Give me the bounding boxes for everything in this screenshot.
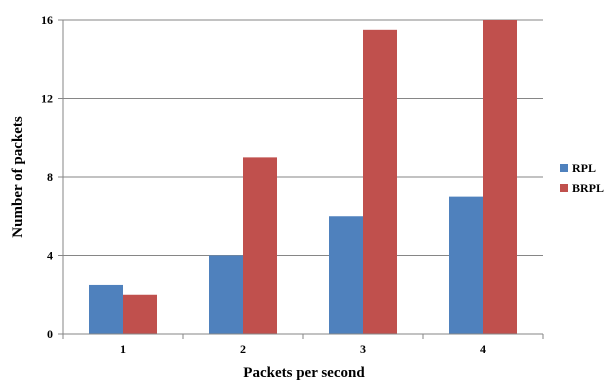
x-tick-label: 2	[240, 342, 246, 356]
bar-brpl-3	[363, 29, 397, 334]
bar-rpl-2	[209, 255, 243, 334]
bar-brpl-2	[243, 157, 277, 334]
y-tick-label: 4	[47, 249, 53, 263]
y-axis-title: Number of packets	[10, 116, 26, 238]
legend-label-rpl: RPL	[572, 161, 596, 175]
y-tick-label: 12	[41, 92, 53, 106]
bar-rpl-1	[89, 284, 123, 334]
x-tick-label: 3	[360, 342, 366, 356]
bars	[89, 20, 517, 334]
bar-brpl-1	[123, 294, 157, 334]
y-tick-label: 0	[47, 327, 53, 341]
legend: RPL BRPL	[560, 161, 604, 195]
y-tick-label: 16	[41, 13, 53, 27]
bar-rpl-4	[449, 196, 483, 334]
axes	[62, 20, 543, 335]
legend-label-brpl: BRPL	[572, 181, 604, 195]
bar-rpl-3	[329, 216, 363, 334]
y-tick-labels: 0 4 8 12 16	[41, 13, 53, 341]
legend-swatch-brpl	[560, 184, 568, 192]
x-tick-label: 4	[480, 342, 486, 356]
x-axis-title: Packets per second	[243, 365, 365, 381]
bar-brpl-4	[483, 20, 517, 334]
x-tick-label: 1	[120, 342, 126, 356]
legend-swatch-rpl	[560, 164, 568, 172]
y-tick-label: 8	[47, 170, 53, 184]
x-tick-labels: 1 2 3 4	[120, 342, 486, 356]
